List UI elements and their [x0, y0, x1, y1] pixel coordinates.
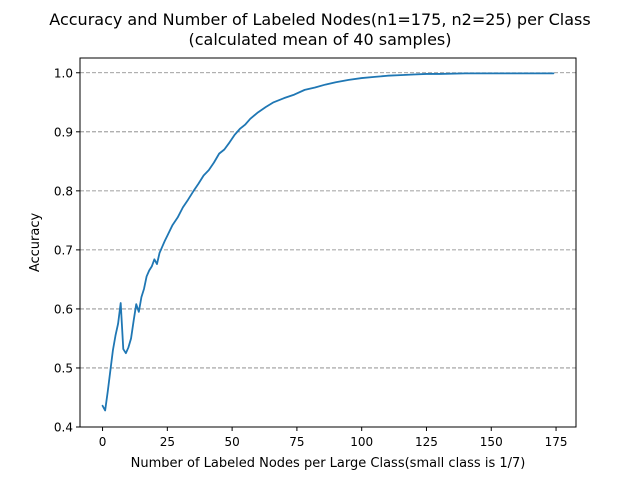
x-tick-label: 175 — [545, 435, 568, 449]
x-tick-label: 150 — [480, 435, 503, 449]
y-axis-ticks: 0.4 0.5 0.6 0.7 0.8 0.9 1.0 — [54, 66, 80, 435]
x-tick-label: 75 — [289, 435, 304, 449]
y-axis-label: Accuracy — [28, 213, 43, 273]
plot-frame — [79, 57, 577, 428]
x-tick-label: 100 — [350, 435, 373, 449]
y-tick-label: 0.6 — [54, 302, 73, 316]
x-axis-ticks: 0 25 50 75 100 125 150 175 — [99, 427, 568, 449]
x-tick-label: 25 — [160, 435, 175, 449]
y-tick-label: 0.9 — [54, 125, 73, 139]
y-tick-label: 0.4 — [54, 421, 73, 435]
chart-subtitle: (calculated mean of 40 samples) — [189, 30, 452, 49]
y-tick-label: 0.8 — [54, 184, 73, 198]
y-tick-label: 1.0 — [54, 66, 73, 80]
y-tick-label: 0.5 — [54, 361, 73, 375]
x-tick-label: 125 — [415, 435, 438, 449]
y-tick-label: 0.7 — [54, 243, 73, 257]
x-axis-label: Number of Labeled Nodes per Large Class(… — [131, 456, 526, 471]
x-tick-label: 0 — [99, 435, 107, 449]
x-tick-label: 50 — [224, 435, 239, 449]
accuracy-series-line — [101, 72, 555, 412]
chart-title: Accuracy and Number of Labeled Nodes(n1=… — [49, 10, 590, 29]
